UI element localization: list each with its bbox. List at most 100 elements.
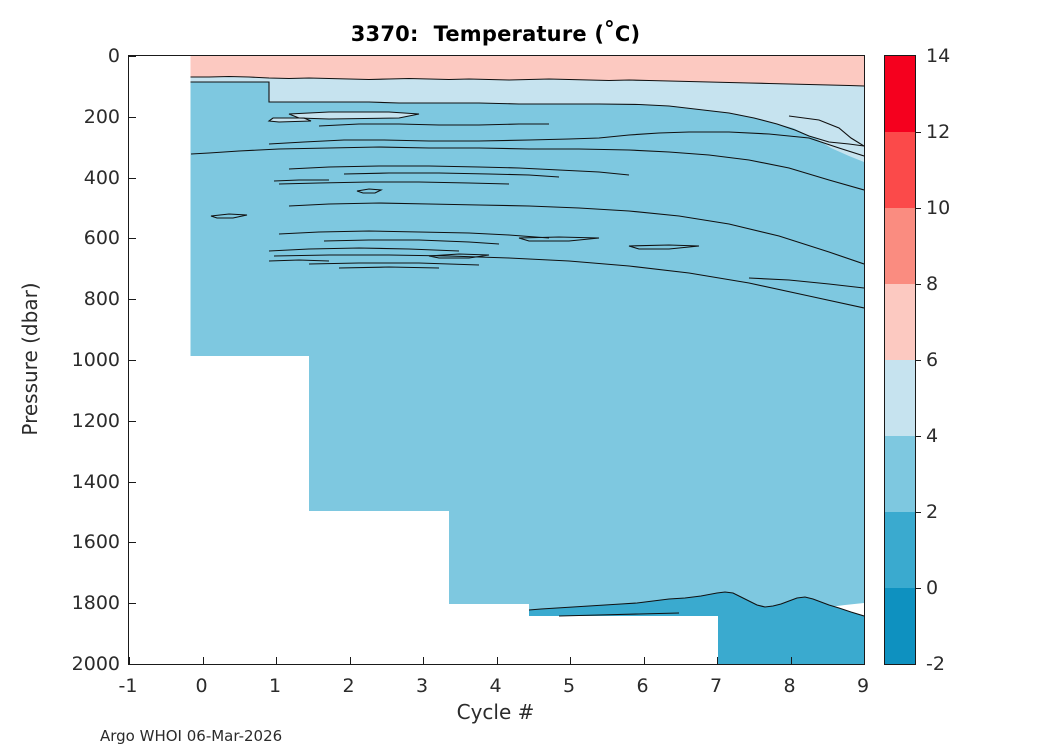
contour-line-2-deep-b [558, 612, 680, 617]
x-tick-label--1: -1 [118, 675, 138, 697]
colorbar-band-6-8 [885, 284, 915, 360]
x-tick-1 [276, 657, 277, 664]
x-tick-6 [643, 657, 645, 664]
y-tick-200 [129, 116, 136, 118]
y-tick-800 [129, 299, 136, 301]
colorbar-tick-10 [915, 208, 921, 209]
colorbar-tick-0 [915, 588, 921, 589]
colorbar-band-12-14 [885, 56, 915, 132]
y-tick-1200 [129, 420, 136, 422]
x-tick-label-0: 0 [195, 675, 208, 697]
contour-line-mid-c [323, 239, 500, 245]
y-tick-1600 [129, 542, 136, 544]
y-tick-label-200: 200 [83, 105, 120, 128]
contour-line-6 [190, 75, 864, 87]
colorbar-tick-2 [915, 512, 921, 513]
y-tick-400 [129, 177, 136, 179]
colorbar-tick-4 [915, 436, 921, 437]
contour-line-600-d [748, 277, 864, 289]
contour-line-4-right-wedge [788, 115, 864, 147]
band-4-6-fill [190, 76, 864, 146]
y-tick-label-1400: 1400 [71, 470, 120, 493]
title-prefix: 3370: Temperature ( [350, 22, 605, 46]
contour-blob-c [518, 236, 600, 242]
x-tick-7 [717, 657, 718, 664]
x-axis-title: Cycle # [456, 700, 535, 724]
contour-line-4 [190, 81, 864, 147]
x-tick-label-1: 1 [268, 675, 282, 697]
y-tick-1000 [129, 360, 136, 361]
x-tick-4 [496, 657, 498, 664]
page-title: 3370: Temperature (°C) [350, 17, 641, 47]
y-tick-label-1200: 1200 [71, 409, 120, 432]
y-tick-label-2000: 2000 [71, 653, 120, 675]
figure-credit: Argo WHOI 06-Mar-2026 [100, 727, 283, 745]
x-axis-labels: -1 0 1 2 3 4 5 6 7 8 9 [119, 663, 870, 703]
y-tick-0 [129, 56, 136, 57]
colorbar-band--2-0 [885, 588, 915, 664]
y-tick-label-1800: 1800 [71, 592, 120, 615]
contour-blob-e [210, 213, 248, 219]
x-tick-3 [423, 657, 424, 664]
x-tick-label-6: 6 [636, 675, 649, 697]
colorbar-band-0-2 [885, 512, 915, 588]
colorbar-label-8: 8 [926, 273, 939, 295]
x-tick-label-7: 7 [709, 675, 723, 697]
y-tick-label-400: 400 [83, 166, 120, 189]
colorbar-tick-12 [915, 132, 921, 133]
x-tick-8 [790, 657, 792, 664]
y-tick-label-1000: 1000 [71, 349, 120, 371]
y-tick-label-1600: 1600 [71, 531, 120, 554]
contour-line-2-deep [528, 591, 864, 617]
band-0-2-deep-block [718, 616, 864, 664]
contour-field [129, 56, 864, 664]
plot-axes: 0 200 400 600 800 1000 1200 1400 1600 1800 2000 [72, 45, 865, 675]
colorbar-band-8-10 [885, 208, 915, 284]
x-tick-2 [349, 657, 351, 664]
band-2-4-fill [190, 56, 864, 612]
contour-line-4-lens-b [267, 117, 312, 123]
x-tick-5 [570, 657, 571, 664]
band-4-6-lens-a [289, 112, 419, 119]
contour-line-3-g [273, 179, 329, 182]
contour-line-600-b [308, 262, 480, 266]
y-tick-label-600: 600 [83, 227, 120, 250]
colorbar-label-4: 4 [926, 425, 939, 447]
contour-line-mid-e [268, 259, 330, 262]
x-tick-label-3: 3 [415, 675, 429, 697]
colorbar-label--2: -2 [926, 653, 945, 675]
colorbar-label-10: 10 [926, 197, 951, 219]
contour-blob-a [356, 188, 384, 194]
colorbar: -2 0 2 4 6 8 10 12 14 [884, 45, 950, 675]
x-tick-label-9: 9 [856, 675, 870, 697]
colorbar-label-12: 12 [926, 121, 951, 143]
contour-line-mid-a [288, 202, 864, 265]
colorbar-label-14: 14 [926, 45, 951, 67]
band-6-8-fill [190, 56, 864, 86]
x-tick--1 [129, 657, 130, 664]
contour-lines [190, 75, 864, 617]
x-tick-0 [202, 657, 204, 664]
x-tick-label-8: 8 [783, 675, 796, 697]
nodata-mask-bottom-left [129, 56, 191, 664]
colorbar-band-2-4 [885, 436, 915, 512]
colorbar-tick-6 [915, 360, 921, 361]
contour-line-3-a [268, 131, 864, 157]
y-tick-600 [129, 238, 136, 240]
x-tick-label-4: 4 [489, 675, 502, 697]
y-tick-1400 [129, 481, 136, 483]
colorbar-label-0: 0 [926, 577, 939, 599]
y-tick-1800 [129, 603, 136, 605]
colorbar-label-6: 6 [926, 349, 939, 371]
contour-blob-d [628, 244, 700, 250]
colorbar-tick-8 [915, 284, 921, 285]
contour-line-3-c [190, 146, 864, 191]
y-tick-2000 [129, 664, 136, 665]
contour-line-600-c [338, 266, 440, 269]
nodata-mask-staircase [190, 356, 529, 664]
nodata-mask-deep-notch [529, 616, 718, 664]
contour-line-mid-b [278, 230, 550, 239]
contour-line-600-a [273, 254, 864, 309]
colorbar-band-4-6 [885, 360, 915, 436]
